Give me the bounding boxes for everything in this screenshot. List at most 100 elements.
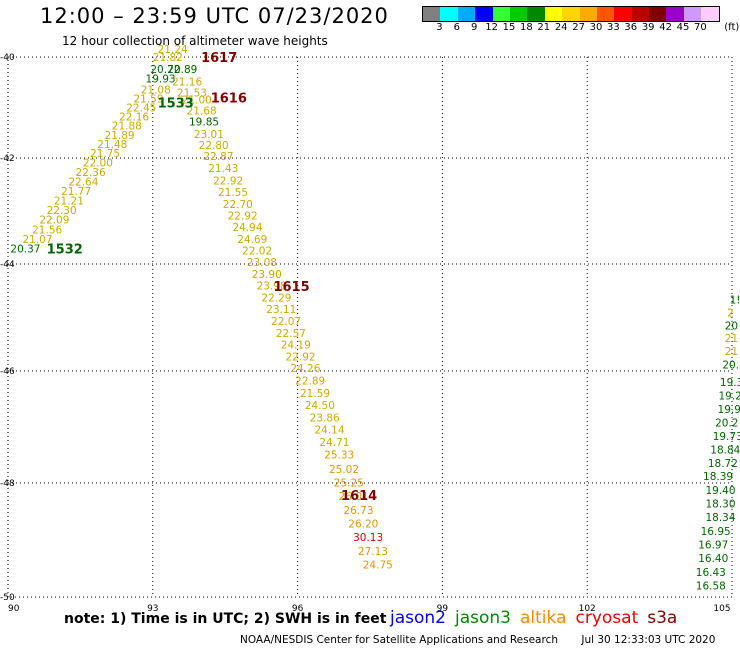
legend-swatch xyxy=(666,7,684,21)
wave-height-value: 18.39 xyxy=(703,471,733,483)
wave-height-value: 27.13 xyxy=(358,546,388,558)
lon-tick-label: 93 xyxy=(147,604,158,614)
wave-height-value: 24.19 xyxy=(281,340,311,352)
wave-height-value: 21.68 xyxy=(187,106,217,118)
wave-height-value: 22.09 xyxy=(39,215,69,227)
wave-height-value: 21.08 xyxy=(141,84,171,96)
lat-tick-label: -46 xyxy=(0,367,15,377)
lon-tick-label: 102 xyxy=(579,604,596,614)
wave-height-value: 21.16 xyxy=(172,76,202,88)
wave-height-value: 21.48 xyxy=(97,139,127,151)
wave-height-value: 21.53 xyxy=(177,87,207,99)
wave-height-value: 1! xyxy=(730,295,740,307)
wave-height-value: 19.9 xyxy=(718,404,740,416)
wave-height-value: 22.89 xyxy=(295,375,325,387)
wave-height-value: 2 xyxy=(727,307,734,319)
wave-height-value: 16.95 xyxy=(701,526,731,538)
legend-swatch xyxy=(492,7,510,21)
wave-height-value: 18.84 xyxy=(710,444,740,456)
satellite-cryosat: cryosat xyxy=(575,608,639,628)
legend-swatch xyxy=(701,7,719,21)
legend-swatch xyxy=(562,7,580,21)
satellite-jason3: jason3 xyxy=(455,608,511,628)
legend-swatch xyxy=(631,7,650,21)
wave-height-value: 22.92 xyxy=(286,351,316,363)
lon-tick-label: 99 xyxy=(437,604,449,614)
wave-height-value: 26.73 xyxy=(343,505,373,517)
satellite-altika: altika xyxy=(520,608,567,628)
wave-height-value: 22.70 xyxy=(223,199,253,211)
wave-height-value: 23.08 xyxy=(247,257,277,269)
lon-tick-label: 96 xyxy=(292,604,304,614)
wave-height-value: 21.00 xyxy=(182,94,212,106)
wave-height-value: 18.34 xyxy=(705,512,735,524)
wave-height-value: 21 xyxy=(725,346,738,358)
wave-height-value: 20.2 xyxy=(715,417,738,429)
wave-height-value: 19.73 xyxy=(713,431,740,443)
wave-height-value: 24.50 xyxy=(305,400,335,412)
legend-tick: 6 xyxy=(453,22,460,33)
wave-height-value: 23.11 xyxy=(266,304,296,316)
legend-swatch xyxy=(440,7,458,21)
wave-height-value: 19.93 xyxy=(146,73,176,85)
satellite-s3a: s3a xyxy=(647,608,678,628)
pass-number-label: 1617 xyxy=(201,51,237,66)
legend-swatch xyxy=(509,7,528,21)
wave-height-value: 24.94 xyxy=(232,222,262,234)
legend-tick: 3 xyxy=(436,22,443,33)
wave-height-value: 24.69 xyxy=(237,234,267,246)
wave-height-value: 21.55 xyxy=(218,187,248,199)
legend-swatch xyxy=(544,7,563,21)
wave-height-value: 22.64 xyxy=(68,177,98,189)
pass-number-label: 1532 xyxy=(47,242,83,257)
wave-height-value: 21.43 xyxy=(208,163,238,175)
wave-height-value: 23.98 xyxy=(257,281,287,293)
wave-height-value: 19.40 xyxy=(705,485,735,497)
wave-height-value: 21.24 xyxy=(158,44,188,56)
wave-height-value: 22.45 xyxy=(126,103,156,115)
wave-height-value: 21.21 xyxy=(54,196,84,208)
pass-number-label: 1533 xyxy=(158,97,194,112)
wave-height-value: 22.57 xyxy=(276,328,306,340)
wave-height-value: 24.75 xyxy=(363,560,393,572)
legend-tick: 39 xyxy=(641,22,655,33)
wave-height-value: 26.01 xyxy=(339,491,369,503)
wave-height-value: 23.01 xyxy=(194,129,224,141)
wave-height-value: 23.90 xyxy=(252,269,282,281)
wave-height-value: 21.59 xyxy=(300,388,330,400)
wave-height-value: 18.72 xyxy=(708,458,738,470)
wave-height-value: 25.33 xyxy=(324,449,354,461)
wave-height-value: 18.30 xyxy=(705,499,735,511)
wave-height-value: 21.59 xyxy=(133,93,163,105)
legend-tick: 12 xyxy=(485,22,498,33)
legend-tick: 36 xyxy=(624,22,638,33)
legend-swatch xyxy=(683,7,702,21)
wave-height-value: 24.14 xyxy=(314,425,344,437)
satellite-jason2: jason2 xyxy=(390,608,446,628)
wave-height-value: 25.25 xyxy=(334,477,364,489)
legend-labels: 3 6 9 12 15 18 21 24 27 30 33 36 39 42 45 70 (ft) xyxy=(422,22,740,34)
lat-tick-label: -42 xyxy=(0,154,15,164)
wave-height-value: 21.77 xyxy=(61,186,91,198)
legend-swatch xyxy=(423,7,441,21)
wave-height-value: 22.16 xyxy=(119,112,149,124)
legend-tick: 9 xyxy=(471,22,478,33)
wave-height-value: 22.87 xyxy=(203,151,233,163)
chart-title: 12:00 – 23:59 UTC 07/23/2020 xyxy=(40,4,389,28)
wave-height-value: 22.92 xyxy=(228,210,258,222)
legend-tick: 45 xyxy=(676,22,690,33)
legend-tick: 30 xyxy=(589,22,603,33)
wave-height-value: 20.37 xyxy=(10,243,40,255)
wave-height-value: 19.2 xyxy=(718,391,740,403)
lon-tick-label: 105 xyxy=(713,604,730,614)
wave-height-value: 19.85 xyxy=(189,117,219,129)
pass-labels: 1617 1616 1533 1532 1615 1614 xyxy=(47,51,378,504)
footer-org: NOAA/NESDIS Center for Satellite Applica… xyxy=(240,634,558,646)
lon-tick-label: 90 xyxy=(8,604,20,614)
pass-number-label: 1614 xyxy=(341,489,377,504)
legend-swatch xyxy=(527,7,545,21)
legend-tick: 42 xyxy=(659,22,672,33)
wave-height-value: 21.56 xyxy=(32,224,62,236)
wave-height-value: 22.29 xyxy=(261,292,291,304)
